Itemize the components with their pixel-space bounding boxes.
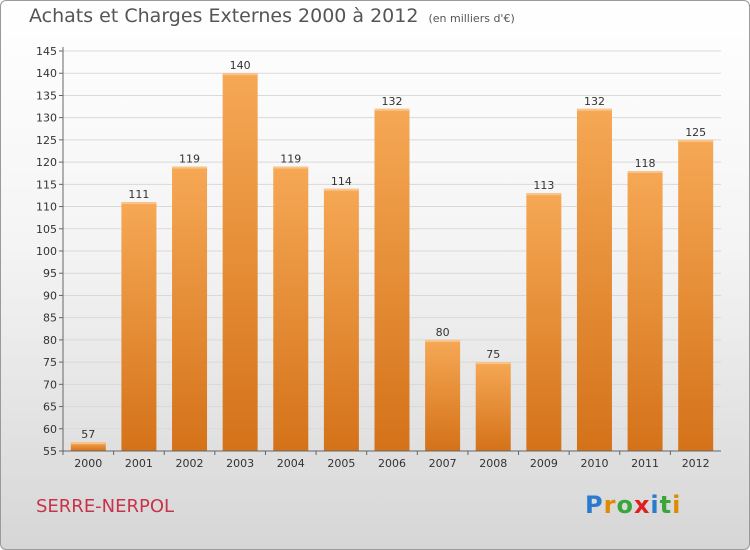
y-tick-label: 115: [36, 178, 57, 191]
y-tick-label: 95: [43, 267, 57, 280]
y-tick-label: 70: [43, 378, 57, 391]
bars: 57 111 119 140 119 114 132 80 75 113 132 118 125: [70, 59, 714, 452]
bar-highlight: [576, 108, 612, 111]
title-main: Achats et Charges Externes 2000 à 2012: [29, 5, 419, 27]
logo-letter: o: [616, 491, 634, 519]
commune-name: SERRE-NERPOL: [36, 496, 175, 517]
y-tick-label: 85: [43, 312, 57, 325]
y-tick-label: 55: [43, 445, 57, 458]
bar-highlight: [273, 166, 309, 169]
bar-highlight: [526, 193, 562, 196]
y-tick-label: 75: [43, 356, 57, 369]
value-label: 114: [331, 175, 352, 188]
title-unit: (en milliers d'€): [428, 12, 515, 25]
logo-letter: r: [603, 491, 617, 519]
logo-letter: i: [650, 491, 660, 519]
value-label: 119: [280, 153, 301, 166]
x-tick-label: 2012: [682, 457, 710, 470]
value-label: 80: [436, 326, 450, 339]
x-tick-label: 2000: [74, 457, 102, 470]
y-tick-label: 65: [43, 401, 57, 414]
x-tick-label: 2010: [580, 457, 608, 470]
bar-2006: [374, 108, 410, 452]
value-label: 57: [81, 428, 95, 441]
y-tick-label: 140: [36, 67, 57, 80]
bar-2010: [576, 108, 612, 452]
y-tick-label: 100: [36, 245, 57, 258]
bar-2002: [172, 166, 208, 452]
y-tick-label: 125: [36, 134, 57, 147]
x-tick-label: 2009: [530, 457, 558, 470]
x-tick-label: 2004: [277, 457, 305, 470]
bar-2012: [678, 139, 714, 451]
bar-highlight: [323, 188, 359, 191]
value-label: 132: [584, 95, 605, 108]
y-tick-label: 120: [36, 156, 57, 169]
bar-2000: [70, 442, 106, 451]
x-tick-label: 2006: [378, 457, 406, 470]
logo-letter: x: [633, 491, 651, 519]
value-label: 119: [179, 153, 200, 166]
bar-2011: [627, 171, 663, 451]
axes: 55 60 65 70 75 80 85 90 95 100 105 110 115 120 125 130 1…: [36, 45, 721, 470]
x-tick-label: 2003: [226, 457, 254, 470]
bar-2007: [425, 339, 461, 451]
chart-title: Achats et Charges Externes 2000 à 2012 (e…: [29, 5, 515, 27]
value-label: 125: [685, 126, 706, 139]
value-label: 140: [230, 59, 251, 72]
value-label: 113: [533, 179, 554, 192]
x-tick-label: 2001: [125, 457, 153, 470]
bar-highlight: [172, 166, 208, 169]
x-tick-label: 2011: [631, 457, 659, 470]
logo-letter: P: [585, 491, 604, 519]
y-tick-label: 90: [43, 289, 57, 302]
value-label: 118: [635, 157, 656, 170]
y-tick-label: 60: [43, 423, 57, 436]
y-tick-label: 130: [36, 112, 57, 125]
bar-2003: [222, 73, 258, 451]
bar-2009: [526, 193, 562, 451]
x-tick-label: 2008: [479, 457, 507, 470]
bar-highlight: [475, 362, 511, 365]
value-label: 111: [128, 188, 149, 201]
y-tick-label: 110: [36, 201, 57, 214]
x-tick-label: 2002: [176, 457, 204, 470]
value-label: 132: [382, 95, 403, 108]
logo-letter: i: [672, 491, 682, 519]
bar-2004: [273, 166, 309, 452]
bar-highlight: [374, 108, 410, 111]
x-tick-label: 2005: [327, 457, 355, 470]
y-tick-label: 145: [36, 45, 57, 58]
bar-highlight: [222, 73, 258, 76]
x-tick-label: 2007: [429, 457, 457, 470]
bar-2001: [121, 202, 157, 451]
bar-highlight: [121, 202, 157, 205]
y-tick-label: 80: [43, 334, 57, 347]
bar-highlight: [425, 339, 461, 342]
proxiti-logo: Proxiti: [585, 491, 681, 519]
y-tick-label: 135: [36, 89, 57, 102]
bar-2005: [323, 188, 359, 451]
value-label: 75: [486, 348, 500, 361]
bar-highlight: [627, 171, 663, 173]
y-tick-label: 105: [36, 223, 57, 236]
logo-letter: t: [659, 491, 673, 519]
bar-highlight: [70, 442, 106, 445]
bar-highlight: [678, 139, 714, 142]
bar-2008: [475, 362, 511, 451]
